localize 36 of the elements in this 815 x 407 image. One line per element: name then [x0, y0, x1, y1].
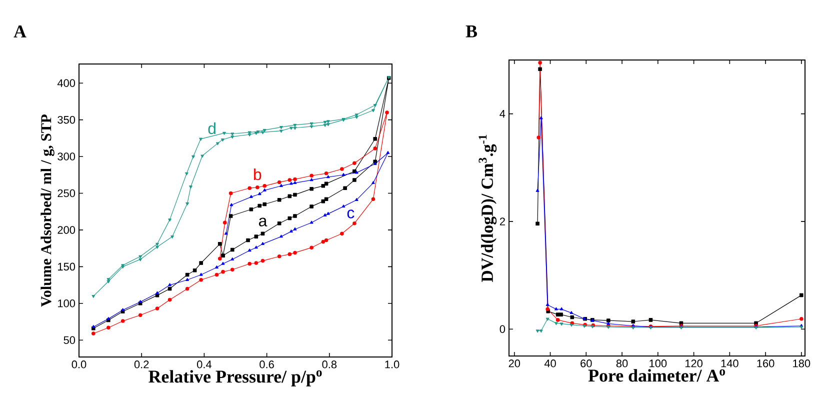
series-label: c: [347, 210, 354, 218]
x-tick-label: 40: [544, 360, 556, 368]
chart-title: B: [466, 26, 477, 38]
x-tick-label: 0.8: [322, 360, 337, 368]
y-tick-label: 350: [58, 116, 76, 124]
x-tick-label: 80: [616, 360, 628, 368]
x-tick-label: 0.4: [197, 360, 212, 368]
x-tick-label: 20: [508, 360, 520, 368]
x-tick-label: 160: [757, 360, 774, 368]
x-tick-label: 60: [580, 360, 592, 368]
series-label: b: [254, 168, 262, 180]
y-tick-label: 150: [58, 262, 76, 271]
y-axis-title: Volume Adsorbed/ ml / g, STP: [40, 114, 54, 307]
x-tick-label: 180: [793, 360, 810, 368]
series-label: d: [208, 122, 216, 134]
y-tick-label: 300: [58, 152, 76, 160]
x-tick-label: 1.0: [385, 360, 400, 368]
x-tick-label: 0.6: [260, 360, 274, 368]
x-tick-label: 140: [721, 360, 738, 368]
y-tick-label: 200: [58, 226, 76, 234]
y-axis-title: DV/d(logD)/ Cm$^{3}$.g$^{-1}$: [478, 134, 497, 282]
y-tick-label: 400: [57, 79, 76, 87]
y-tick-label: 100: [58, 300, 76, 308]
chart-title: A: [14, 26, 26, 38]
x-tick-label: 0.0: [72, 360, 86, 368]
y-tick-label: 250: [58, 189, 76, 198]
series-label: a: [258, 218, 268, 226]
x-tick-label: 0.2: [134, 360, 149, 368]
x-axis-title: Relative Pressure/ p/p$^{o}$: [148, 370, 322, 386]
x-tick-label: 100: [650, 360, 667, 368]
y-tick-label: 4: [500, 110, 506, 118]
y-tick-label: 2: [500, 218, 505, 226]
y-tick-label: 50: [64, 336, 76, 344]
y-tick-label: 0: [500, 325, 506, 333]
x-tick-label: 120: [685, 360, 702, 368]
x-axis-title: Pore daimeter/ A$^{o}$: [588, 369, 725, 382]
